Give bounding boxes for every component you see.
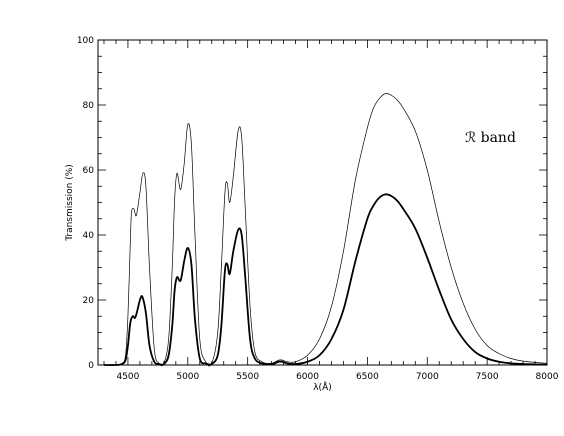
x-tick-label: 5500: [236, 372, 259, 382]
y-tick-label: 0: [88, 361, 94, 371]
series-line-thin: [103, 93, 548, 367]
plot-frame: [97, 39, 548, 366]
y-tick-label: 80: [83, 101, 95, 111]
y-axis-label: Transmission (%): [65, 164, 75, 242]
x-tick-label: 8000: [536, 372, 559, 382]
x-tick-label: 7500: [476, 372, 499, 382]
x-tick-label: 6500: [356, 372, 379, 382]
series-line-thick: [103, 193, 548, 366]
labels-layer: 4500 5000 5500 6000 6500 7000 7500 8000 0 20 40 60 8…: [77, 36, 559, 382]
series-layer: [103, 93, 548, 367]
ticks-layer: [98, 39, 548, 366]
y-tick-label: 40: [83, 231, 95, 241]
band-annotation: ℛ band: [465, 130, 516, 146]
y-tick-label: 100: [77, 36, 94, 46]
x-tick-label: 4500: [116, 372, 139, 382]
x-axis-label: λ(Å): [313, 381, 332, 393]
y-tick-label: 20: [83, 296, 95, 306]
x-tick-label: 7000: [416, 372, 439, 382]
x-tick-label: 5000: [176, 372, 199, 382]
y-tick-label: 60: [83, 166, 95, 176]
x-tick-label: 6000: [296, 372, 319, 382]
